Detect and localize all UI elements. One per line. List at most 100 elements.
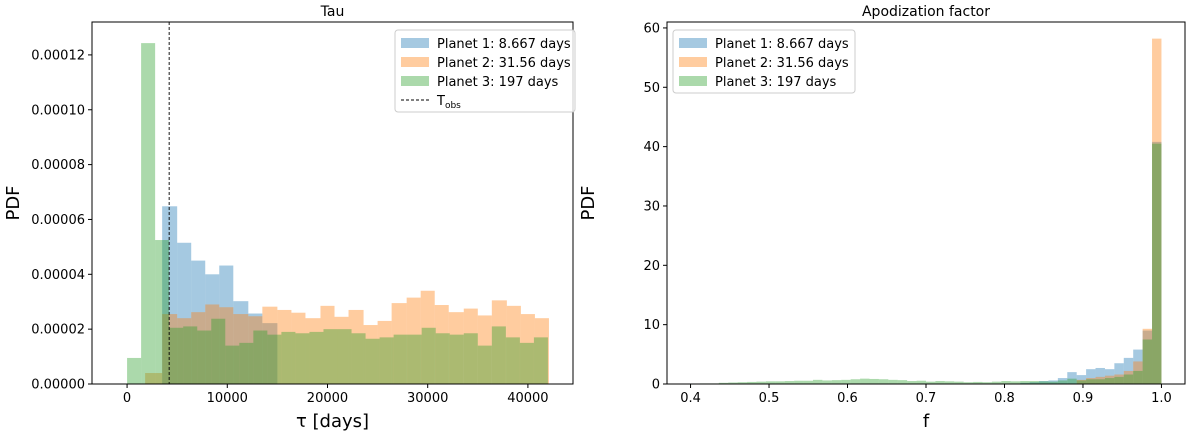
histogram-bar: [1029, 381, 1040, 384]
histogram-bar: [211, 318, 226, 384]
legend-swatch: [401, 38, 429, 48]
legend-label: Planet 3: 197 days: [437, 75, 559, 90]
histogram-bar: [219, 265, 234, 384]
series-1-bars: [1020, 141, 1162, 384]
legend-label: Planet 1: 8.667 days: [715, 37, 849, 52]
histogram-bar: [1076, 380, 1087, 384]
histogram-bar: [784, 381, 795, 384]
y-tick-label: 0.00008: [31, 158, 85, 173]
histogram-bar: [141, 43, 156, 384]
histogram-bar: [1076, 375, 1087, 384]
y-axis-label: PDF: [578, 185, 599, 220]
y-tick-label: 10: [643, 318, 660, 333]
x-axis-label: τ [days]: [296, 411, 369, 432]
histogram-bar: [1123, 370, 1134, 384]
histogram-bar: [262, 323, 278, 384]
histogram-bar: [718, 382, 729, 384]
histogram-bar: [233, 314, 249, 384]
histogram-bar: [1076, 379, 1087, 384]
histogram-bar: [1152, 141, 1162, 384]
histogram-bar: [248, 316, 263, 384]
legend-swatch: [679, 38, 707, 48]
x-tick-label: 0.7: [916, 391, 937, 406]
histogram-bar: [1057, 378, 1068, 384]
histogram-bar: [1086, 378, 1096, 384]
histogram-bar: [177, 318, 192, 384]
y-tick-label: 60: [643, 21, 660, 36]
histogram-bar: [1001, 381, 1011, 384]
histogram-bar: [963, 382, 974, 384]
histogram-bar: [421, 327, 436, 384]
histogram-bar: [365, 338, 380, 384]
y-tick-label: 50: [643, 81, 660, 96]
histogram-bar: [505, 337, 520, 384]
histogram-bar: [1029, 382, 1040, 384]
legend: Planet 1: 8.667 days Planet 2: 31.56 days…: [672, 29, 856, 94]
histogram-bar: [434, 305, 449, 384]
histogram-bar: [812, 379, 823, 384]
y-tick-label: 0.00006: [31, 213, 85, 228]
histogram-bar: [477, 315, 492, 384]
histogram-bar: [1010, 381, 1021, 384]
histogram-bar: [728, 382, 738, 384]
y-tick-label: 0.00010: [31, 103, 85, 118]
histogram-bar: [127, 357, 142, 384]
histogram-bar: [1142, 339, 1153, 384]
y-tick-label: 0.00002: [31, 323, 85, 338]
y-tick-label: 40: [643, 140, 660, 155]
series-1-bars: [162, 206, 278, 384]
legend-swatch: [679, 57, 707, 67]
histogram-bar: [379, 337, 394, 384]
histogram-bar: [519, 342, 534, 384]
histogram-bar: [1020, 382, 1030, 384]
y-tick-label: 30: [643, 199, 660, 214]
histogram-bar: [991, 381, 1002, 384]
histogram-bar: [155, 240, 170, 384]
histogram-bar: [377, 320, 392, 384]
histogram-bar: [982, 382, 992, 384]
x-tick-label: 0.8: [994, 391, 1015, 406]
histogram-bar: [491, 300, 507, 384]
histogram-bar: [878, 379, 889, 384]
legend-label: Planet 2: 31.56 days: [437, 56, 571, 71]
legend-label-tobs-sub: obs: [445, 101, 461, 111]
histogram-bar: [281, 331, 296, 384]
histogram-bar: [233, 301, 249, 384]
histogram-bar: [169, 327, 184, 384]
histogram-bar: [205, 304, 220, 384]
histogram-bar: [145, 373, 163, 384]
legend-box: [672, 29, 856, 94]
histogram-bar: [291, 312, 306, 384]
x-tick-label: 30000: [407, 391, 448, 406]
histogram-bar: [1095, 379, 1105, 384]
x-tick-label: 40000: [507, 391, 548, 406]
apodization-histogram-panel: 0.4 0.5 0.6 0.7 0.8 0.9 1.0 0 10 20 30 40 50 60 Apodiz…: [578, 4, 1186, 432]
histogram-bar: [1152, 38, 1162, 384]
histogram-bar: [351, 333, 366, 384]
histogram-bar: [1133, 370, 1143, 384]
histogram-bar: [520, 314, 535, 384]
legend-label: Planet 2: 31.56 days: [715, 56, 849, 71]
histogram-bar: [1039, 381, 1049, 384]
histogram-bar: [391, 303, 407, 384]
histogram-bar: [1057, 380, 1068, 384]
histogram-bar: [860, 378, 870, 384]
y-tick-label: 0.00012: [31, 48, 85, 63]
histogram-bar: [897, 380, 908, 384]
histogram-bar: [534, 318, 549, 384]
y-tick-label: 0.00000: [31, 378, 85, 393]
histogram-bar: [1123, 357, 1134, 384]
histogram-bar: [869, 378, 879, 384]
legend-label-tobs: Tobs: [436, 94, 461, 111]
histogram-bar: [1133, 349, 1143, 384]
histogram-bar: [1039, 381, 1049, 384]
legend-box: [394, 29, 576, 113]
x-tick-label: 0: [123, 391, 131, 406]
histogram-bar: [463, 333, 478, 384]
histogram-bar: [1020, 381, 1030, 384]
histogram-bar: [1142, 330, 1153, 384]
histogram-bar: [916, 380, 926, 384]
histogram-bar: [191, 260, 206, 384]
histogram-bar: [1086, 369, 1096, 384]
histogram-bar: [1048, 380, 1058, 384]
